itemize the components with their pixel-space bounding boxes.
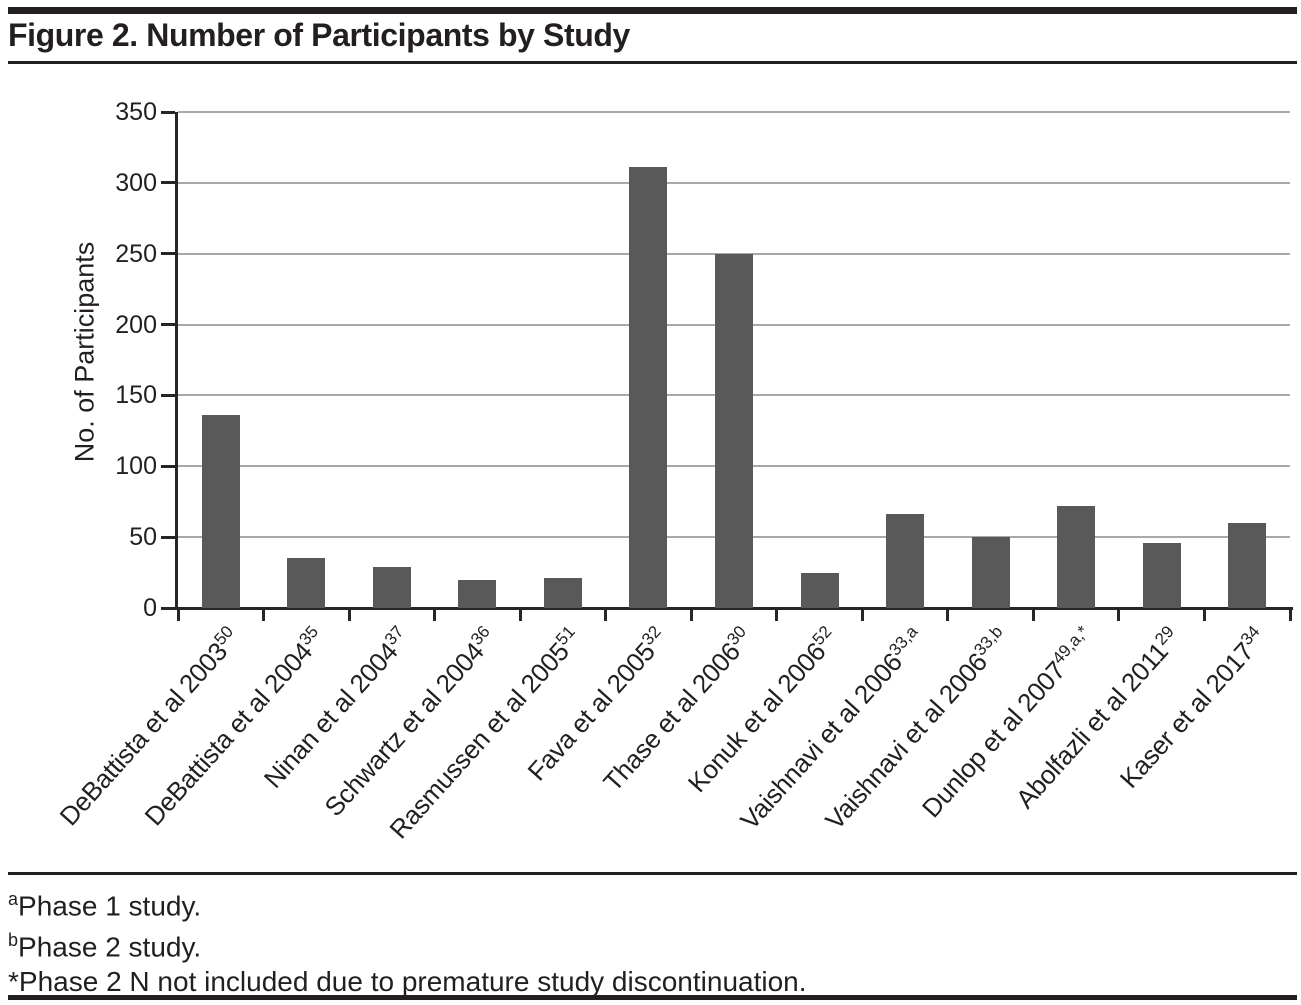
y-tick-label: 0 xyxy=(143,594,157,622)
x-tick xyxy=(518,609,522,621)
y-tick-label: 150 xyxy=(115,381,157,410)
x-tick-label: Abolfazli et al 201129 xyxy=(1009,622,1178,814)
gridline xyxy=(178,111,1290,113)
gridline xyxy=(178,252,1290,255)
y-axis-title: No. of Participants xyxy=(69,241,100,463)
bottom-rule xyxy=(8,995,1297,1000)
x-axis-line xyxy=(175,607,1293,610)
x-tick xyxy=(775,609,779,621)
x-tick xyxy=(689,609,693,621)
y-tick-label: 250 xyxy=(115,239,157,268)
x-tick xyxy=(433,609,437,621)
figure-title: Figure 2. Number of Participants by Stud… xyxy=(8,17,630,53)
footnote-line: bPhase 2 study. xyxy=(8,930,202,963)
x-tick xyxy=(1288,609,1292,621)
bar xyxy=(543,578,582,608)
y-tick xyxy=(161,606,175,610)
y-tick xyxy=(161,110,175,114)
x-tick-label: Kaser et al 201734 xyxy=(1113,622,1264,794)
x-tick-label: Ninan et al 200437 xyxy=(258,622,408,794)
plot-area: 0 50 100 150 200 250 300 350 DeBattista et al 20… xyxy=(53,98,1293,844)
x-tick-label: Konuk et al 200652 xyxy=(681,622,836,799)
top-rule xyxy=(8,7,1297,14)
bar xyxy=(1142,542,1181,608)
bar xyxy=(1057,505,1096,608)
x-tick xyxy=(1117,609,1121,621)
y-tick-label: 200 xyxy=(115,310,157,339)
bar xyxy=(629,167,668,608)
footnote-divider xyxy=(8,872,1297,875)
y-axis-line xyxy=(175,112,178,610)
footnotes: aPhase 1 study. bPhase 2 study. *Phase 2 N… xyxy=(8,882,807,999)
y-tick xyxy=(161,535,175,539)
x-tick xyxy=(347,609,351,621)
footnote-line: *Phase 2 N not included due to premature… xyxy=(8,965,807,997)
bar xyxy=(201,415,240,608)
x-tick xyxy=(860,609,864,621)
y-tick-label: 100 xyxy=(115,452,157,481)
y-tick xyxy=(161,323,175,327)
x-tick xyxy=(262,609,266,621)
bar xyxy=(287,558,326,608)
x-tick xyxy=(946,609,950,621)
x-tick xyxy=(1202,609,1206,621)
y-tick xyxy=(161,252,175,256)
bar xyxy=(1228,522,1267,608)
y-tick xyxy=(161,393,175,397)
bar xyxy=(372,566,411,608)
gridline xyxy=(178,181,1290,184)
y-tick xyxy=(161,464,175,468)
x-tick xyxy=(604,609,608,621)
y-tick-label: 50 xyxy=(129,523,157,552)
y-tick-label: 350 xyxy=(115,98,157,126)
y-tick-label: 300 xyxy=(115,168,157,197)
bar xyxy=(458,579,497,608)
bar xyxy=(715,253,753,608)
x-tick xyxy=(1031,609,1035,621)
bar xyxy=(800,572,839,608)
footnote-line: aPhase 1 study. xyxy=(8,889,202,922)
x-tick xyxy=(176,609,180,621)
title-underline xyxy=(8,61,1297,64)
bar xyxy=(886,514,925,608)
y-tick xyxy=(161,181,175,185)
x-tick-label: Thase et al 200630 xyxy=(597,622,751,797)
bar xyxy=(971,537,1010,608)
